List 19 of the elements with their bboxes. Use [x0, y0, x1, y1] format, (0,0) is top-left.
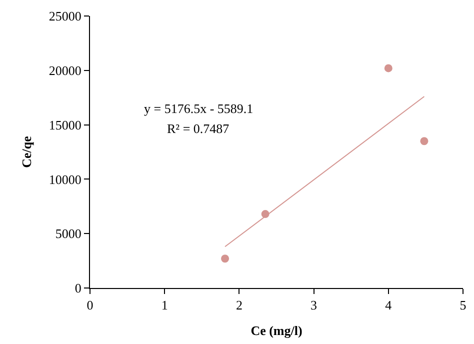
- y-tick-label: 15000: [48, 117, 82, 132]
- point: [420, 137, 428, 146]
- y-tick-label: 10000: [48, 172, 82, 187]
- x-tick-label: 4: [385, 298, 392, 313]
- x-tick-label: 2: [236, 298, 242, 313]
- y-tick-label: 20000: [48, 62, 82, 78]
- x-tick-label: 1: [161, 298, 168, 313]
- x-tick-label: 3: [310, 298, 318, 313]
- annotation: R² = 0.7487: [167, 121, 230, 136]
- y-tick-label: 5000: [55, 226, 82, 242]
- x-tick-label: 5: [460, 298, 466, 313]
- y-tick-label: 25000: [48, 8, 82, 24]
- x-tick-label: 0: [86, 298, 94, 313]
- point: [221, 254, 230, 263]
- annotation: y = 5176.5x - 5589.1: [144, 101, 254, 116]
- y-axis-title: Ce/qe: [18, 136, 34, 168]
- point: [384, 64, 392, 72]
- x-axis-title: Ce (mg/l): [250, 323, 302, 338]
- y-tick-label: 0: [74, 280, 82, 296]
